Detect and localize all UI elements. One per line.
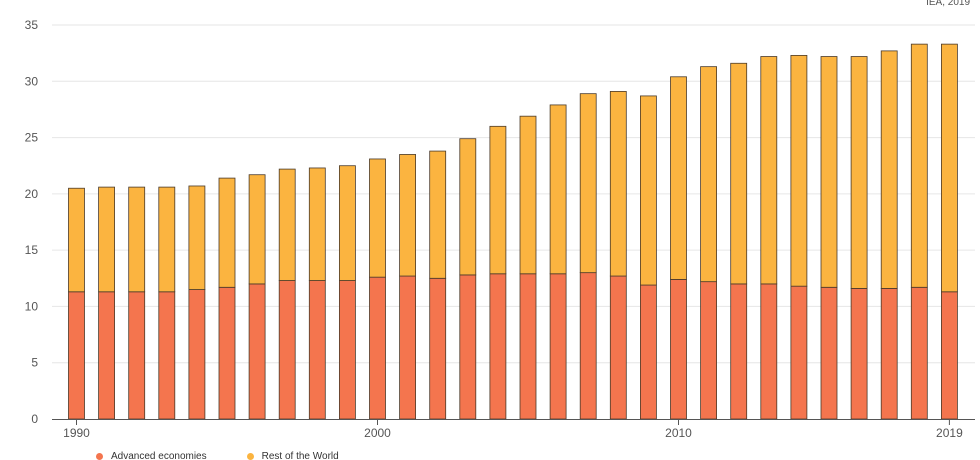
bar-rest-of-the-world-2008[interactable] [609,91,627,277]
bar-rest-of-the-world-2000[interactable] [369,158,386,278]
y-tick-label-15: 15 [25,243,39,257]
bar-advanced-economies-1992[interactable] [128,291,146,420]
bar-advanced-economies-2011[interactable] [700,281,717,420]
bar-rest-of-the-world-2012[interactable] [730,62,748,285]
bar-rest-of-the-world-2006[interactable] [549,104,567,275]
bar-advanced-economies-1991[interactable] [98,291,115,420]
legend-label-rest-of-world: Rest of the World [261,451,339,460]
y-tick-label-35: 35 [25,18,39,32]
y-tick-label-25: 25 [25,131,39,145]
y-tick-label-0: 0 [31,412,38,426]
bar-rest-of-the-world-1990[interactable] [68,187,85,293]
x-tick-label-2010: 2010 [665,426,692,440]
legend-label-advanced-economies: Advanced economies [111,451,207,460]
bar-rest-of-the-world-2011[interactable] [700,66,717,283]
y-tick-label-20: 20 [25,187,39,201]
bar-rest-of-the-world-2002[interactable] [429,150,447,279]
bar-rest-of-the-world-1995[interactable] [218,177,236,288]
bar-rest-of-the-world-1999[interactable] [338,165,356,281]
bar-advanced-economies-2015[interactable] [820,286,838,420]
bar-advanced-economies-2000[interactable] [369,276,386,420]
bar-advanced-economies-2014[interactable] [790,285,808,420]
bar-advanced-economies-2013[interactable] [760,283,778,420]
bar-rest-of-the-world-2017[interactable] [880,50,898,289]
bar-rest-of-the-world-2009[interactable] [640,95,657,286]
bar-rest-of-the-world-2004[interactable] [489,125,507,275]
bar-rest-of-the-world-2003[interactable] [459,138,477,276]
bar-advanced-economies-2016[interactable] [850,288,868,420]
bar-rest-of-the-world-1992[interactable] [128,186,146,293]
bar-rest-of-the-world-2001[interactable] [399,154,417,277]
y-tick-label-10: 10 [25,299,39,313]
bar-advanced-economies-1997[interactable] [278,280,296,420]
bar-advanced-economies-2012[interactable] [730,283,748,420]
bar-advanced-economies-2018[interactable] [910,286,928,420]
bar-advanced-economies-2019[interactable] [941,291,958,420]
bar-advanced-economies-1995[interactable] [218,286,236,420]
bar-rest-of-the-world-1997[interactable] [278,168,296,281]
source-note: IEA, 2019 [926,0,970,8]
bar-rest-of-the-world-1991[interactable] [98,186,115,293]
bar-rest-of-the-world-2014[interactable] [790,54,808,287]
y-tick-label-5: 5 [31,356,38,370]
bar-advanced-economies-1998[interactable] [308,280,326,420]
bar-advanced-economies-2006[interactable] [549,273,567,420]
bar-advanced-economies-2004[interactable] [489,273,507,420]
bar-rest-of-the-world-1996[interactable] [248,174,266,285]
axis-layer: 0 5 10 15 20 25 30 35 1990 2000 2010 2019 [25,18,975,440]
legend-swatch-advanced-economies [96,453,103,460]
bar-advanced-economies-2007[interactable] [579,272,597,420]
bar-advanced-economies-2010[interactable] [670,279,687,420]
bar-rest-of-the-world-2018[interactable] [910,43,928,288]
bar-rest-of-the-world-1994[interactable] [188,185,206,290]
bar-advanced-economies-1994[interactable] [188,289,206,420]
bar-advanced-economies-2005[interactable] [519,273,537,420]
x-tick-label-2019: 2019 [936,426,963,440]
legend-item-advanced-economies[interactable]: Advanced economies [96,451,207,460]
legend-swatch-rest-of-world [246,453,254,460]
bar-rest-of-the-world-1993[interactable] [158,186,176,293]
legend: Advanced economies Rest of the World [96,451,339,460]
bar-advanced-economies-1993[interactable] [158,291,176,420]
bar-advanced-economies-2017[interactable] [880,288,898,420]
y-tick-label-30: 30 [25,74,39,88]
bar-rest-of-the-world-2007[interactable] [579,93,597,274]
x-tick-label-2000: 2000 [364,426,391,440]
bar-advanced-economies-1999[interactable] [338,280,356,420]
grid-layer [52,24,975,364]
bar-rest-of-the-world-2005[interactable] [519,115,537,275]
bar-rest-of-the-world-2016[interactable] [850,56,868,289]
bar-rest-of-the-world-2010[interactable] [670,76,687,280]
bar-rest-of-the-world-2019[interactable] [941,43,958,293]
bar-advanced-economies-2002[interactable] [429,277,447,420]
bar-advanced-economies-2009[interactable] [640,284,657,420]
bar-rest-of-the-world-2015[interactable] [820,56,838,288]
legend-item-rest-of-world[interactable]: Rest of the World [246,451,339,460]
bar-advanced-economies-2003[interactable] [459,274,477,420]
bar-advanced-economies-1996[interactable] [248,283,266,420]
x-tick-label-1990: 1990 [63,426,90,440]
bar-advanced-economies-2008[interactable] [609,275,627,420]
bar-advanced-economies-1990[interactable] [68,291,85,420]
bar-rest-of-the-world-1998[interactable] [308,167,326,281]
bar-rest-of-the-world-2013[interactable] [760,56,778,285]
bar-advanced-economies-2001[interactable] [399,275,417,420]
